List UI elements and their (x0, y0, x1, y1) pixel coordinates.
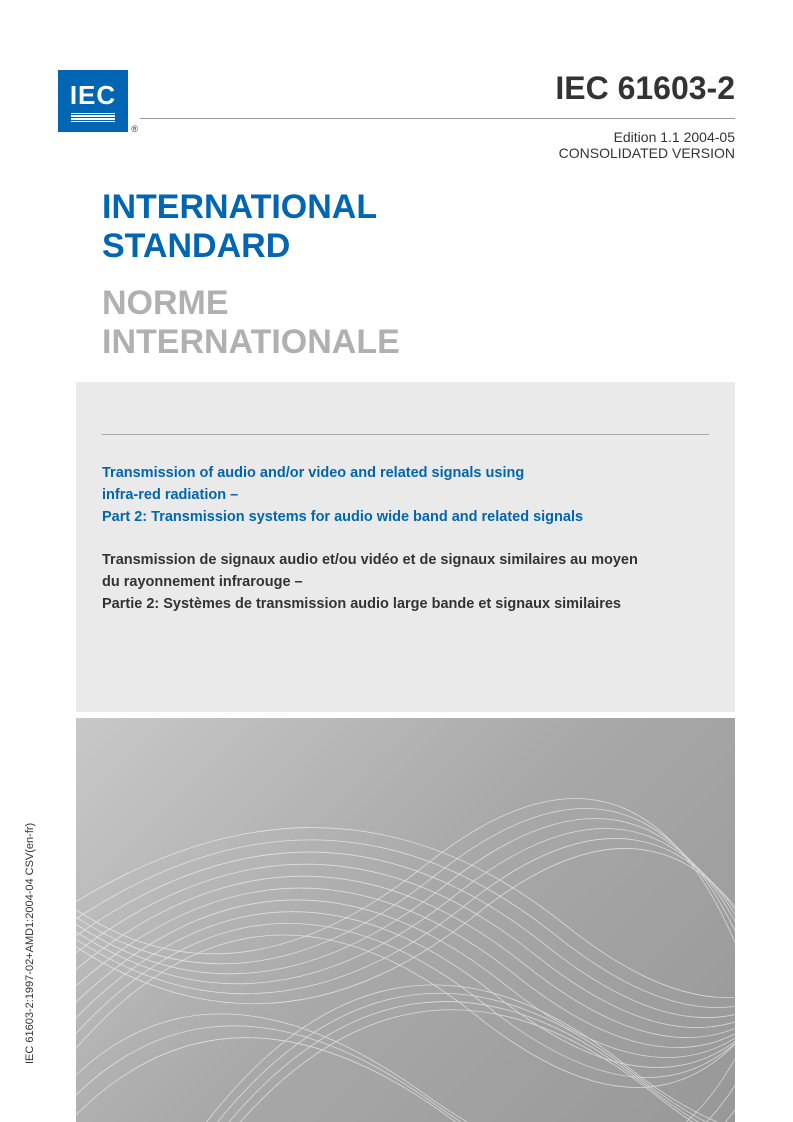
desc-fr-line2: du rayonnement infrarouge – (102, 572, 709, 594)
title-en-line1: INTERNATIONAL (102, 188, 400, 227)
desc-fr-line3: Partie 2: Systèmes de transmission audio… (102, 594, 709, 616)
registered-mark: ® (131, 124, 138, 134)
logo-block: IEC ® (58, 70, 128, 132)
logo-lines-icon (71, 113, 115, 123)
desc-en-line2: infra-red radiation – (102, 485, 709, 507)
standard-id: IEC 61603-2 (555, 70, 735, 107)
decorative-graphic (76, 718, 735, 1122)
header-rule (140, 118, 735, 119)
edition-line: Edition 1.1 2004-05 (555, 129, 735, 145)
header-right: IEC 61603-2 Edition 1.1 2004-05 CONSOLID… (555, 70, 735, 161)
logo-text: IEC (70, 80, 116, 111)
title-fr-line2: INTERNATIONALE (102, 323, 400, 362)
title-fr-line1: NORME (102, 284, 400, 323)
version-line: CONSOLIDATED VERSION (555, 145, 735, 161)
desc-en-line1: Transmission of audio and/or video and r… (102, 463, 709, 485)
description-fr: Transmission de signaux audio et/ou vidé… (102, 550, 709, 615)
side-reference: IEC 61603-2:1997-02+AMD1:2004-04 CSV(en-… (24, 823, 36, 1064)
wave-lines-icon (76, 718, 735, 1122)
main-titles: INTERNATIONAL STANDARD NORME INTERNATION… (102, 188, 400, 362)
description-en: Transmission of audio and/or video and r… (102, 463, 709, 528)
title-en-line2: STANDARD (102, 227, 400, 266)
title-fr: NORME INTERNATIONALE (102, 284, 400, 362)
grey-rule (102, 434, 709, 435)
iec-logo: IEC (58, 70, 128, 132)
desc-fr-line1: Transmission de signaux audio et/ou vidé… (102, 550, 709, 572)
description-panel: Transmission of audio and/or video and r… (76, 382, 735, 712)
title-en: INTERNATIONAL STANDARD (102, 188, 400, 266)
desc-en-line3: Part 2: Transmission systems for audio w… (102, 507, 709, 529)
